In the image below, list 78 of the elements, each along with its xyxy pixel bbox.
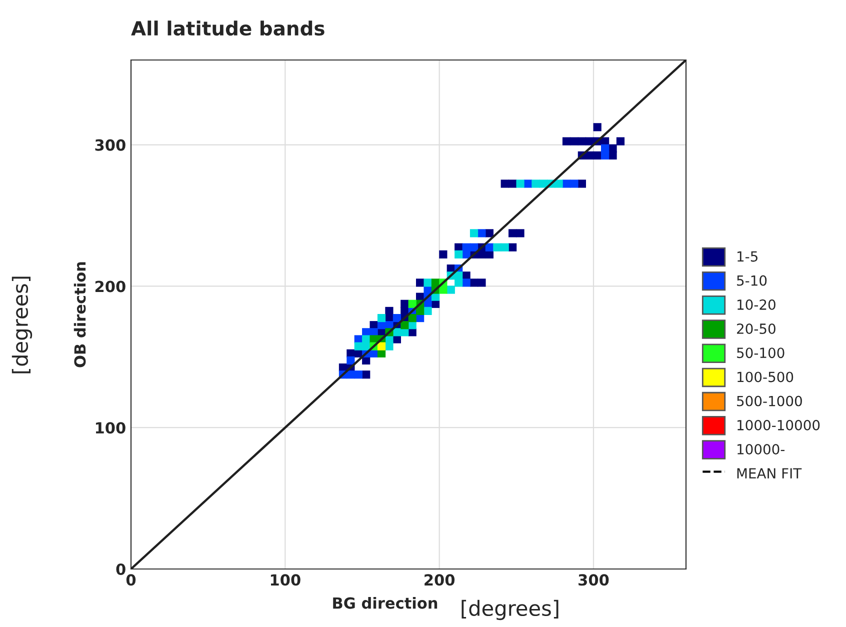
point — [485, 229, 494, 238]
point — [392, 314, 401, 322]
point — [578, 137, 586, 146]
point — [385, 342, 394, 350]
legend-label: 1000-10000 — [738, 420, 820, 430]
point — [377, 342, 386, 350]
point — [454, 278, 463, 287]
point — [478, 278, 486, 287]
x-tick-label: 100 — [270, 574, 300, 586]
point — [539, 180, 548, 188]
legend-label: 100-500 — [738, 372, 794, 382]
point — [354, 370, 362, 379]
legend-label: 500-1000 — [737, 396, 802, 406]
y-axis-title: OB direction — [74, 262, 86, 368]
y-tick-label: 0 — [116, 563, 126, 576]
point — [562, 180, 571, 188]
point — [439, 286, 448, 294]
point — [586, 137, 594, 146]
text: [degrees] — [462, 600, 558, 620]
point — [570, 180, 578, 188]
x-axis-title: BG direction — [333, 596, 438, 609]
legend-label: MEAN FIT — [737, 468, 802, 478]
point — [400, 321, 409, 330]
chart-title: All latitude bands — [131, 20, 324, 36]
point — [478, 250, 486, 258]
x-tick-label: 200 — [424, 574, 455, 586]
point — [470, 243, 478, 252]
point — [608, 151, 617, 160]
point — [601, 151, 610, 160]
point — [586, 151, 594, 160]
x-tick-label: 300 — [578, 574, 609, 586]
legend-label: 50-100 — [737, 348, 784, 358]
point — [362, 342, 370, 350]
point — [346, 356, 355, 364]
point — [462, 278, 470, 287]
point — [424, 278, 432, 287]
point — [354, 342, 362, 350]
point — [408, 314, 416, 322]
legend-label: 20-50 — [737, 323, 776, 334]
point — [500, 243, 509, 252]
point — [524, 180, 532, 188]
y-tick-label: 100 — [96, 422, 126, 434]
x-tick-label: 0 — [126, 574, 136, 586]
legend-label: 5-10 — [737, 275, 767, 286]
point — [439, 250, 448, 258]
point — [500, 180, 509, 188]
point — [462, 250, 470, 258]
point — [508, 180, 517, 188]
legend-label: 1-5 — [738, 251, 758, 262]
point — [508, 243, 517, 252]
point — [446, 286, 455, 294]
point — [516, 229, 524, 238]
point — [470, 229, 478, 238]
point — [562, 137, 571, 146]
point — [554, 180, 563, 188]
point — [570, 137, 578, 146]
point — [377, 314, 386, 322]
y-tick-label: 300 — [95, 139, 126, 151]
legend-label: 10-20 — [738, 299, 776, 310]
point — [493, 243, 502, 252]
point — [593, 151, 602, 160]
point — [408, 300, 416, 308]
point — [616, 137, 625, 146]
y-tick-label: 200 — [95, 280, 126, 292]
point — [416, 278, 424, 287]
point — [508, 229, 517, 238]
point — [578, 180, 586, 188]
point — [532, 180, 540, 188]
legend-label: 10000- — [738, 444, 785, 454]
point — [516, 180, 524, 188]
point — [593, 123, 602, 132]
point — [454, 250, 463, 258]
point — [362, 370, 370, 379]
point — [416, 306, 424, 316]
point — [424, 306, 432, 316]
point — [346, 370, 355, 379]
text: [degrees] — [12, 276, 32, 374]
point — [478, 229, 486, 238]
